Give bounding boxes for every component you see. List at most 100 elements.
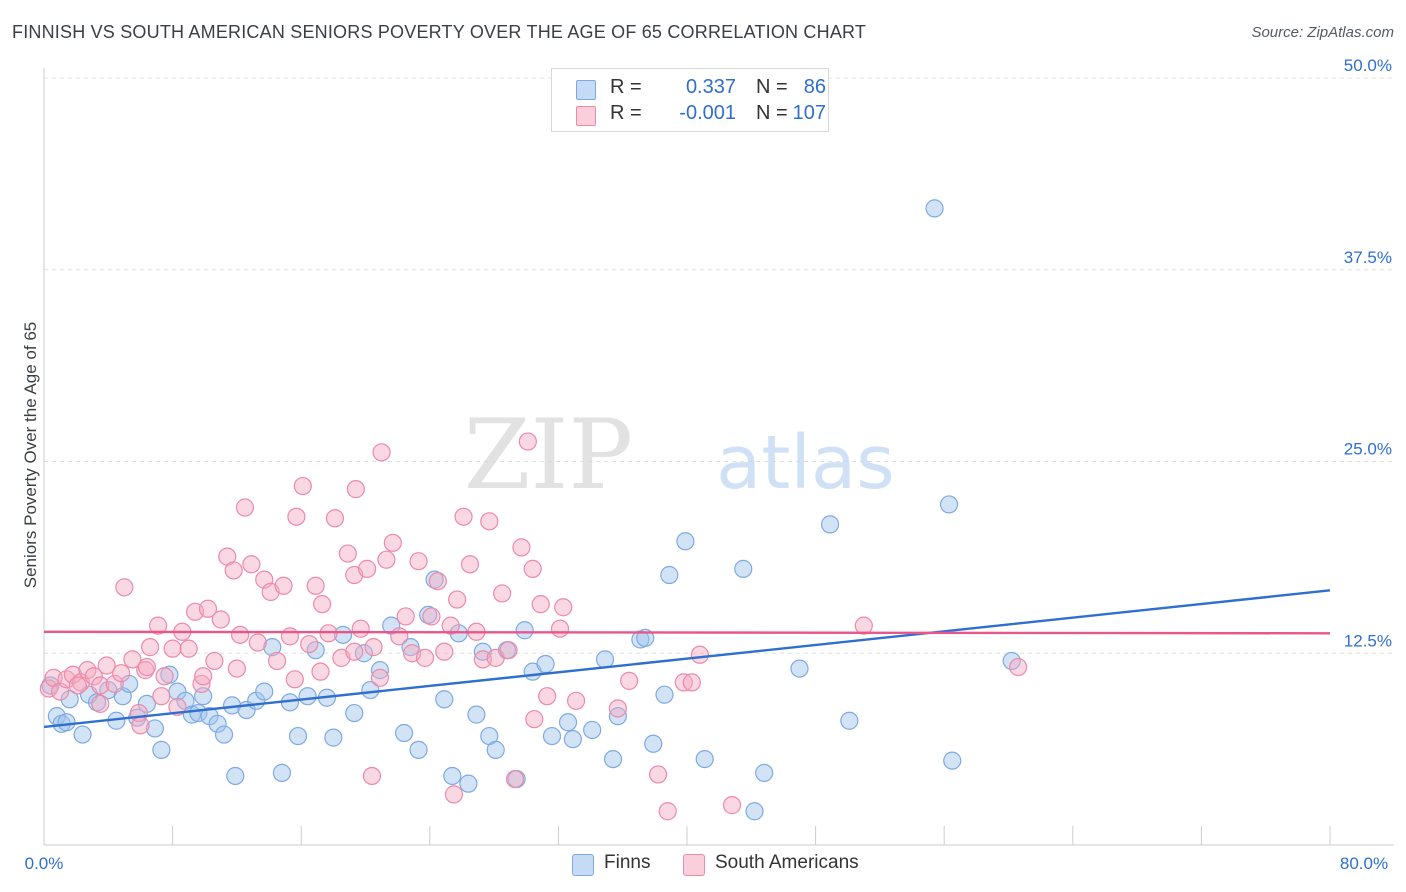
south-americans-point [480, 512, 499, 531]
finns-point [608, 707, 627, 726]
south-americans-point [300, 634, 319, 654]
y-tick-label: 12.5% [1344, 631, 1392, 650]
south-americans-point [518, 432, 537, 451]
finns-point [208, 714, 227, 733]
south-americans-point [338, 544, 357, 563]
finns-point [925, 199, 944, 218]
south-americans-point [409, 552, 428, 571]
finns-point [345, 703, 364, 723]
finns-point [255, 682, 274, 701]
finns-point [324, 728, 343, 747]
south-americans-point [274, 576, 293, 595]
south-americans-point [460, 555, 480, 574]
south-americans-point [1009, 657, 1028, 677]
finns-point [644, 734, 663, 753]
south-americans-point [137, 657, 156, 677]
south-americans-point [525, 710, 544, 729]
finns-point [542, 726, 562, 746]
south-americans-point [242, 555, 261, 574]
south-americans-point [248, 633, 267, 652]
bottom-legend-label-finns: Finns [604, 852, 651, 873]
south-americans-point [345, 642, 364, 661]
south-americans-point [179, 639, 198, 658]
finns-point [298, 687, 317, 706]
south-americans-point [97, 656, 116, 675]
south-americans-point [364, 638, 383, 657]
legend-r-label: R = [610, 102, 642, 124]
south-americans-point [152, 687, 171, 706]
finns-point [189, 703, 208, 723]
south-americans-point [105, 674, 124, 694]
south-americans-point [115, 578, 134, 597]
finns-point [467, 705, 486, 724]
south-americans-point [285, 670, 304, 689]
finns-point [790, 659, 809, 678]
finns-point [226, 766, 245, 786]
finns-point [583, 720, 602, 740]
bottom-legend-swatch-south-americans [683, 854, 705, 876]
south-americans-point [287, 507, 306, 526]
points-layer [39, 199, 1028, 821]
south-americans-point [231, 625, 250, 644]
south-americans-point [377, 550, 396, 569]
x-tick-label: 0.0% [25, 854, 64, 873]
legend-n-value: 86 [803, 76, 826, 98]
south-americans-point [198, 599, 218, 618]
south-americans-point [227, 659, 246, 678]
legend-r-value: -0.001 [679, 102, 736, 124]
south-americans-trend-line [43, 630, 1331, 635]
south-americans-point [68, 676, 87, 695]
south-americans-point [306, 576, 325, 595]
south-americans-point [390, 627, 409, 646]
legend-n-label: N = [756, 76, 788, 98]
finns-point [939, 495, 959, 514]
south-americans-point [505, 769, 525, 789]
south-americans-point [648, 765, 668, 784]
south-americans-point [608, 699, 627, 718]
finns-point [943, 751, 962, 770]
south-americans-point [57, 670, 76, 689]
south-americans-point [280, 627, 300, 646]
finns-point [595, 650, 615, 669]
south-americans-point [854, 616, 873, 635]
south-americans-point [192, 674, 211, 694]
south-americans-point [358, 559, 377, 578]
south-americans-point [205, 651, 224, 671]
finns-point [563, 730, 582, 749]
watermark: ZIP atlas [464, 399, 895, 511]
legend-n-value: 107 [792, 102, 826, 124]
legend-n-label: N = [756, 102, 788, 124]
south-americans-point [415, 648, 435, 667]
bottom-legend-swatch-finns [572, 854, 594, 876]
south-americans-point [235, 498, 255, 517]
south-americans-point [396, 607, 415, 626]
south-americans-point [163, 639, 182, 658]
finns-point [214, 725, 234, 744]
y-tick-label: 37.5% [1344, 248, 1392, 267]
finns-point [263, 638, 282, 657]
finns-point [60, 690, 79, 709]
legend-r-label: R = [610, 76, 642, 98]
south-americans-point [428, 572, 447, 591]
south-americans-point [448, 590, 467, 609]
finns-point [745, 802, 764, 821]
correlation-legend: R = 0.337 N = 86 R = -0.001 N = 107 [551, 68, 829, 132]
south-americans-point [512, 538, 531, 557]
finns-point [486, 740, 505, 759]
south-americans-point [444, 785, 464, 804]
south-americans-point [531, 595, 550, 614]
south-americans-point [267, 651, 287, 671]
south-americans-point [682, 673, 701, 692]
finns-point [73, 725, 92, 744]
south-americans-point [370, 668, 390, 687]
south-americans-point [131, 716, 150, 735]
south-americans-point [435, 642, 454, 661]
legend-swatch-south-americans [576, 106, 596, 126]
south-americans-point [39, 679, 58, 698]
y-tick-label: 25.0% [1344, 440, 1392, 459]
south-americans-point [91, 676, 110, 695]
x-tick-label: 80.0% [1340, 854, 1388, 873]
finns-point [401, 638, 420, 657]
finns-point [676, 532, 695, 551]
south-americans-point [149, 616, 168, 635]
